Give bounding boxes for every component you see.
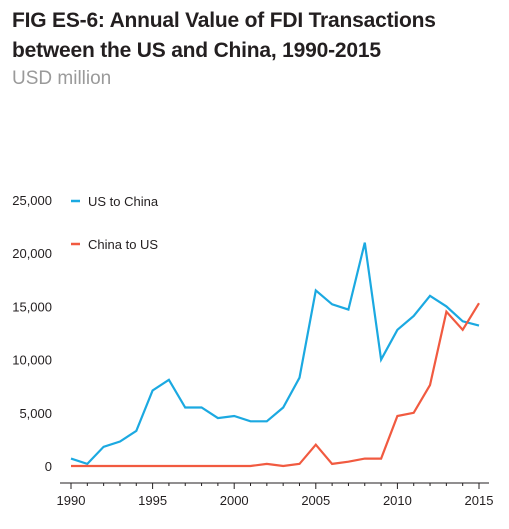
axes: 0 5,000 10,000 15,000 20,000 25,000 1990 1995 20… xyxy=(12,193,493,508)
series-group xyxy=(70,242,480,468)
y-tick-label: 0 xyxy=(45,459,52,474)
x-tick-label: 2010 xyxy=(383,493,412,508)
y-tick-label: 5,000 xyxy=(19,406,52,421)
y-tick-label: 10,000 xyxy=(12,353,52,368)
x-tick-label: 1990 xyxy=(57,493,86,508)
legend: US to China China to US xyxy=(71,194,159,252)
x-tick-label: 2015 xyxy=(465,493,494,508)
chart-subtitle: USD million xyxy=(12,68,112,89)
x-tick-label: 2000 xyxy=(220,493,249,508)
series-line-us-to-china xyxy=(70,242,480,466)
y-tick-label: 25,000 xyxy=(12,193,52,208)
x-tick-label: 2005 xyxy=(301,493,330,508)
x-tick-label: 1995 xyxy=(138,493,167,508)
y-tick-label: 20,000 xyxy=(12,246,52,261)
legend-label-us-to-china: US to China xyxy=(88,194,159,209)
y-tick-label: 15,000 xyxy=(12,299,52,314)
series-line-china-to-us xyxy=(71,302,480,468)
chart-title-line-2: between the US and China, 1990-2015 xyxy=(12,39,381,62)
title-block: FIG ES-6: Annual Value of FDI Transactio… xyxy=(12,6,502,92)
legend-label-china-to-us: China to US xyxy=(88,237,158,252)
chart-title-line-1: FIG ES-6: Annual Value of FDI Transactio… xyxy=(12,9,436,32)
